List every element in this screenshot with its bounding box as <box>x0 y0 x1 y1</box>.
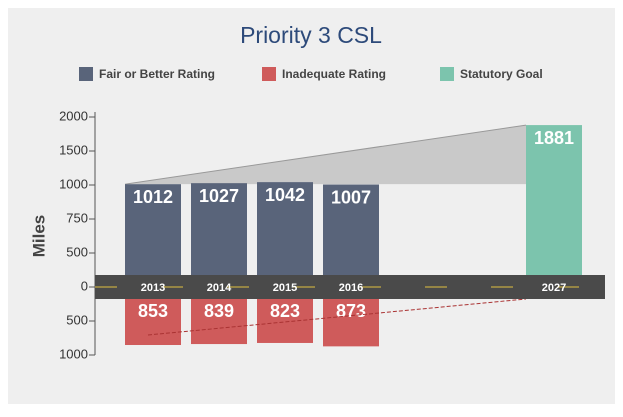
x-tick-label: 2014 <box>207 282 232 294</box>
value-label: 1042 <box>265 185 305 205</box>
bar <box>323 184 379 287</box>
bar <box>125 184 181 287</box>
value-label: 823 <box>270 301 300 321</box>
y-tick-label: 500 <box>66 312 88 327</box>
x-tick-label: 2016 <box>339 282 363 294</box>
bar <box>526 125 582 287</box>
y-tick-label: 0 <box>81 278 88 293</box>
value-label: 839 <box>204 301 234 321</box>
y-axis-label: Miles <box>29 215 48 258</box>
x-tick-label: 2015 <box>273 282 297 294</box>
trend-line <box>124 124 527 185</box>
y-tick-label: 2000 <box>59 108 88 123</box>
y-tick-label: 1000 <box>59 346 88 361</box>
value-label: 1881 <box>534 128 574 148</box>
legend-label: Statutory Goal <box>460 67 543 81</box>
value-label: 873 <box>336 301 366 321</box>
bar <box>257 182 313 287</box>
legend-swatch <box>262 67 276 81</box>
value-label: 853 <box>138 301 168 321</box>
value-label: 1012 <box>133 187 173 207</box>
y-tick-label: 750 <box>66 210 88 225</box>
x-tick-label: 2027 <box>542 282 566 294</box>
inadequate-trend <box>147 298 527 336</box>
legend-swatch <box>79 67 93 81</box>
x-tick-label: 2013 <box>141 282 165 294</box>
y-tick-label: 1000 <box>59 176 88 191</box>
value-label: 1027 <box>199 186 239 206</box>
bar <box>191 183 247 287</box>
legend-label: Inadequate Rating <box>282 67 386 81</box>
y-tick-label: 1500 <box>59 142 88 157</box>
value-label: 1007 <box>331 187 371 207</box>
legend-swatch <box>440 67 454 81</box>
y-tick-label: 500 <box>66 244 88 259</box>
legend-label: Fair or Better Rating <box>99 67 215 81</box>
chart-title: Priority 3 CSL <box>240 22 382 48</box>
